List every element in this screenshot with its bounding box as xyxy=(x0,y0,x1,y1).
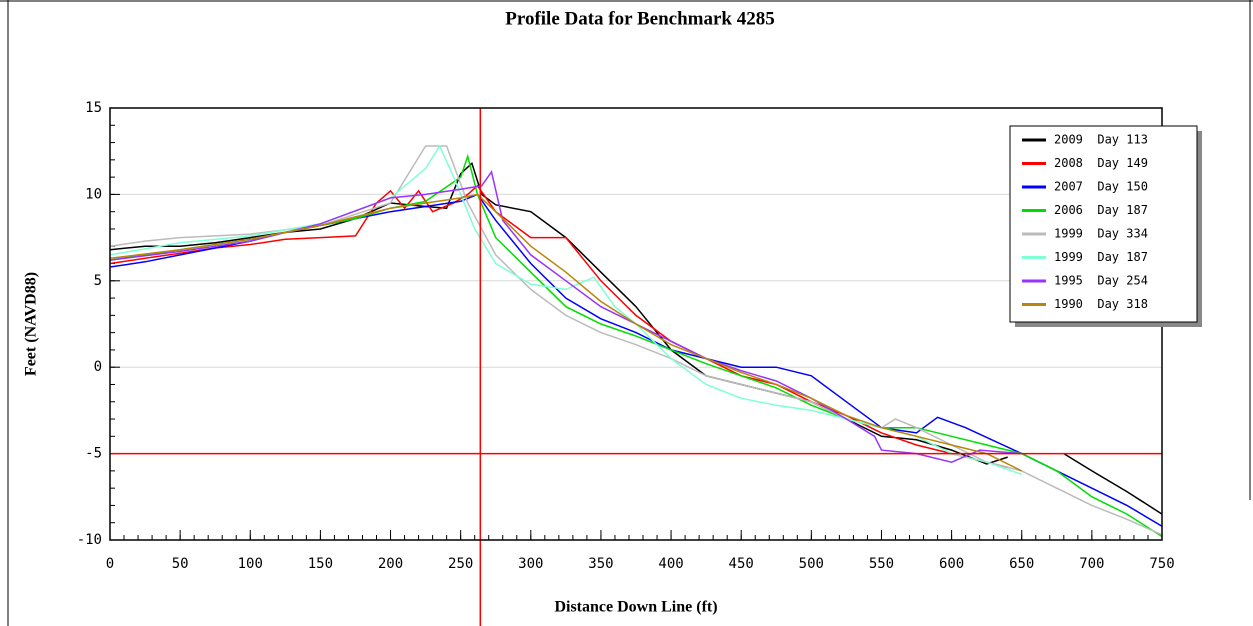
legend-label: 1999 Day 187 xyxy=(1054,250,1148,264)
x-tick-label: 200 xyxy=(378,556,403,572)
x-tick-label: 50 xyxy=(172,556,189,572)
y-tick-label: -5 xyxy=(85,446,102,462)
series-line xyxy=(110,193,1162,527)
series-line xyxy=(110,193,1023,472)
x-tick-label: 550 xyxy=(869,556,894,572)
x-tick-label: 350 xyxy=(588,556,613,572)
x-tick-label: 100 xyxy=(238,556,263,572)
legend-label: 2009 Day 113 xyxy=(1054,133,1148,147)
legend-label: 1999 Day 334 xyxy=(1054,227,1148,241)
x-tick-label: 450 xyxy=(729,556,754,572)
x-tick-label: 0 xyxy=(106,556,114,572)
x-tick-label: 650 xyxy=(1009,556,1034,572)
x-tick-label: 300 xyxy=(518,556,543,572)
plot-lines xyxy=(110,144,1162,538)
y-tick-label: 15 xyxy=(85,100,102,116)
y-tick-label: -10 xyxy=(77,532,102,548)
x-tick-label: 500 xyxy=(799,556,824,572)
x-tick-label: 750 xyxy=(1149,556,1174,572)
y-tick-label: 5 xyxy=(94,273,102,289)
legend-label: 2007 Day 150 xyxy=(1054,180,1148,194)
x-tick-label: 600 xyxy=(939,556,964,572)
series-line xyxy=(110,153,1162,538)
y-axis-label: Feet (NAVD88) xyxy=(23,272,40,376)
legend-label: 1995 Day 254 xyxy=(1054,274,1148,288)
y-tick-label: 0 xyxy=(94,359,102,375)
chart-title: Profile Data for Benchmark 4285 xyxy=(505,8,774,29)
x-tick-label: 700 xyxy=(1079,556,1104,572)
series-line xyxy=(110,170,1022,463)
x-tick-label: 400 xyxy=(658,556,683,572)
legend-label: 2008 Day 149 xyxy=(1054,156,1148,170)
y-tick-label: 10 xyxy=(85,186,102,202)
x-tick-label: 250 xyxy=(448,556,473,572)
x-tick-label: 150 xyxy=(308,556,333,572)
legend xyxy=(1009,125,1198,323)
legend-label: 1990 Day 318 xyxy=(1054,297,1148,311)
series-line xyxy=(110,145,1162,536)
legend-label: 2006 Day 187 xyxy=(1054,203,1148,217)
x-axis-label: Distance Down Line (ft) xyxy=(554,599,717,616)
